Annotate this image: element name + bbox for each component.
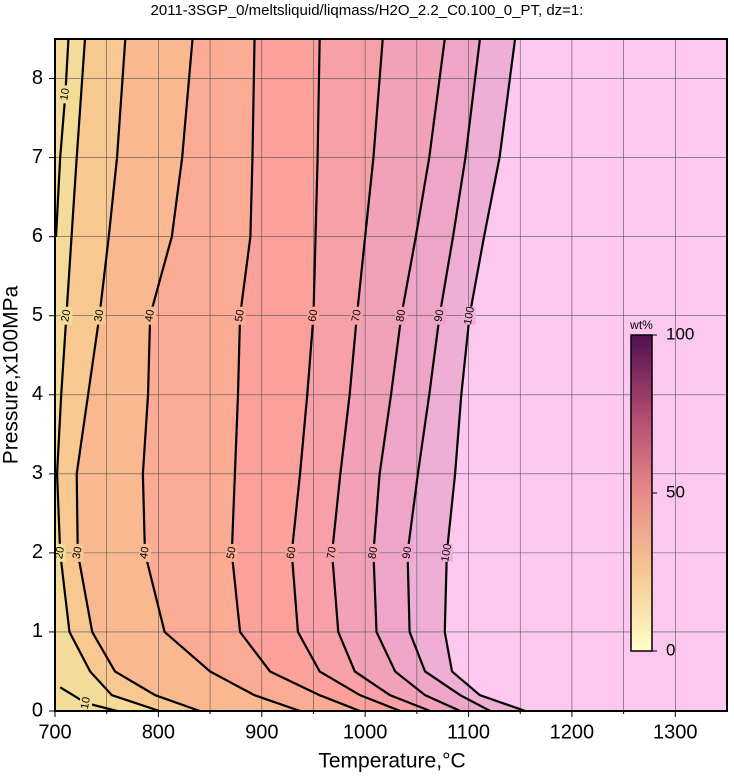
contour-band [142, 39, 360, 711]
contour-label: 10 [79, 696, 93, 710]
contour-label-bg [71, 543, 84, 562]
colorbar-tick-label: 100 [666, 324, 694, 343]
contour-label: 90 [400, 546, 414, 560]
contour-label-bg [326, 543, 339, 562]
contour-label: 10 [58, 87, 72, 101]
contour-band [57, 39, 200, 711]
colorbar [630, 334, 653, 652]
x-tick-label: 800 [142, 721, 175, 743]
contour-line [443, 39, 526, 711]
contour-line [330, 39, 431, 711]
contour-label-bg [401, 543, 414, 562]
contour-label-bg [367, 543, 380, 562]
y-tick-label: 5 [32, 304, 43, 326]
contour-line [55, 39, 160, 711]
y-tick-label: 8 [32, 67, 43, 89]
contour-label: 40 [138, 546, 152, 560]
contour-label-bg [80, 694, 93, 711]
x-tick-label: 1300 [653, 721, 698, 743]
contour-label-bg [307, 306, 320, 325]
contour-label-bg [93, 306, 106, 325]
contour-label-bg [463, 306, 476, 325]
x-axis-label: Temperature,°C [318, 750, 465, 773]
contour-band [231, 39, 401, 711]
x-tick-label: 900 [245, 721, 278, 743]
contour-line [141, 39, 301, 711]
y-tick-label: 0 [32, 699, 43, 721]
contour-label: 90 [433, 309, 447, 323]
contour-label-bg [395, 306, 408, 325]
contour-label: 20 [53, 546, 67, 560]
x-tick-label: 1000 [343, 721, 388, 743]
y-axis-label: Pressure,x100MPa [0, 285, 23, 464]
contour-band [407, 39, 526, 711]
contour-label-bg [234, 306, 247, 325]
contour-label-bg [55, 543, 67, 562]
y-tick-label: 4 [32, 383, 43, 405]
contour-line [372, 39, 461, 711]
contour-label: 70 [325, 546, 339, 560]
contour-band [291, 39, 431, 711]
contour-label: 100 [439, 543, 454, 563]
colorbar-tick-label: 50 [666, 482, 685, 501]
contour-label: 60 [306, 309, 320, 323]
contour-label-bg [59, 85, 72, 104]
contour-band [76, 39, 301, 711]
x-tick-label: 1200 [550, 721, 595, 743]
y-tick-label: 1 [32, 620, 43, 642]
contour-label: 100 [462, 306, 477, 326]
contour-label-bg [144, 306, 157, 325]
y-tick-label: 6 [32, 225, 43, 247]
contour-label-bg [60, 306, 73, 325]
x-tick-label: 700 [38, 721, 71, 743]
contour-label: 30 [71, 546, 85, 560]
y-tick-label: 7 [32, 146, 43, 168]
colorbar-label: wt% [629, 318, 653, 332]
contour-label: 70 [350, 309, 364, 323]
contour-label: 80 [394, 309, 408, 323]
contour-label: 50 [225, 546, 239, 560]
plot-frame [54, 38, 728, 712]
contour-label: 40 [143, 309, 157, 323]
contour-line [406, 39, 491, 711]
contour-label-bg [440, 543, 453, 562]
y-tick-label: 2 [32, 541, 43, 563]
plot: 10 10 20 20 30 30 40 40 50 50 60 60 70 70 80 80 90 90 100 1… [53, 39, 727, 711]
contour-label: 80 [366, 546, 380, 560]
chart-title: 2011-3SGP_0/meltsliquid/liqmass/H2O_2.2_… [151, 2, 584, 19]
y-tick-label: 3 [32, 462, 43, 484]
contour-band [332, 39, 461, 711]
contour-label: 60 [285, 546, 299, 560]
contour-label-bg [350, 306, 363, 325]
contour-line [290, 39, 401, 711]
contour-line [230, 39, 361, 711]
contour-label: 30 [92, 309, 106, 323]
contour-label-bg [433, 306, 446, 325]
contour-label-bg [138, 543, 151, 562]
high-region [444, 39, 727, 711]
contour-label: 50 [233, 309, 247, 323]
contour-label-bg [285, 543, 298, 562]
x-tick-label: 1100 [447, 721, 490, 743]
contour-label: 20 [59, 309, 73, 323]
colorbar-tick-label: 0 [666, 640, 675, 659]
contour-label-bg [225, 543, 238, 562]
contour-line [75, 39, 201, 711]
